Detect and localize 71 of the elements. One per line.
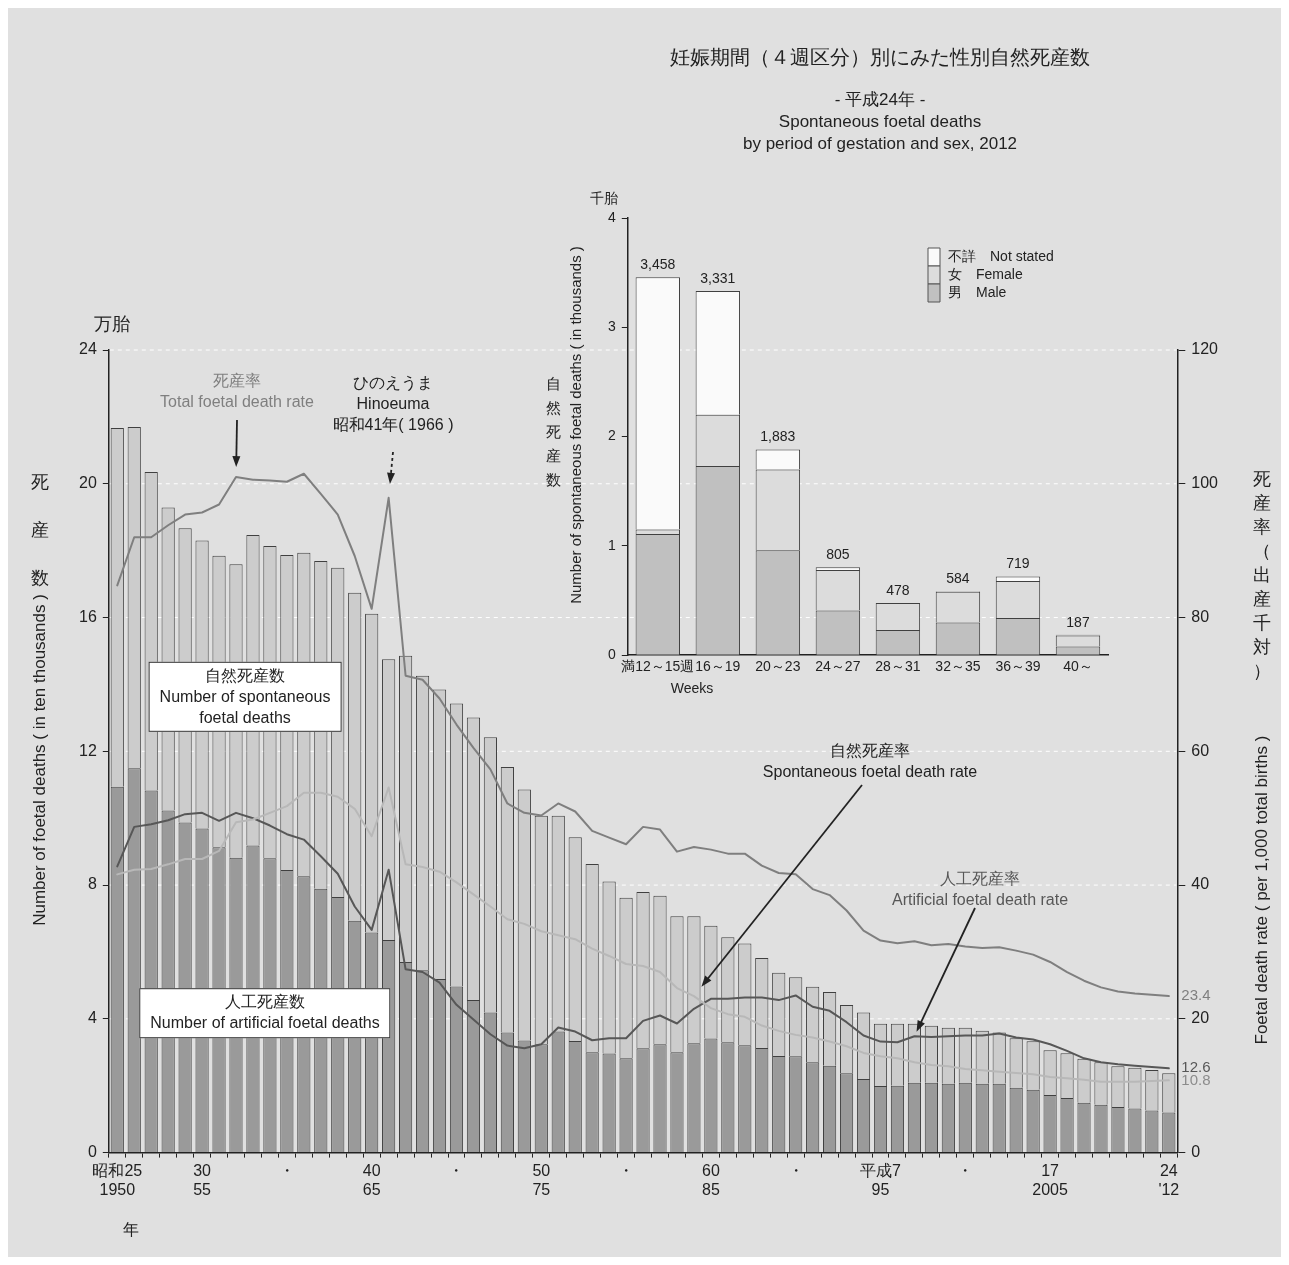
total-label: 3,458	[640, 256, 676, 273]
x-tick-label: 50 75	[532, 1161, 551, 1198]
total-label: 805	[826, 546, 850, 563]
x-tick-label: 平成7 95	[860, 1161, 902, 1198]
x-tick-label: ・	[618, 1161, 635, 1179]
y-tick-label: 16	[79, 607, 97, 625]
x-tick-label: 28～31	[875, 658, 921, 675]
data-label: 23.4	[1181, 986, 1211, 1004]
y2-axis-title: Foetal death rate ( per 1,000 total births )	[1250, 735, 1272, 1045]
text: 自然死産率 Spontaneous foetal death rate	[762, 741, 978, 782]
y2-tick-label: 60	[1191, 741, 1210, 759]
x-tick-label: 昭和25 1950	[92, 1161, 143, 1198]
legend-label: 男 Male	[948, 283, 1007, 300]
y-tick-label: 3	[607, 318, 616, 335]
text: 死産率（出産千対）	[1253, 469, 1271, 681]
y2-tick-label: 120	[1191, 340, 1219, 358]
x-tick-label: 60 85	[701, 1161, 720, 1198]
x-tick-label: 32～35	[935, 658, 981, 675]
x-tick-label: 20～23	[755, 658, 801, 675]
legend-label: 女 Female	[948, 265, 1023, 282]
x-tick-label: 24 '12	[1158, 1161, 1180, 1198]
y2-tick-label: 0	[1191, 1143, 1201, 1161]
series-label: 人工死産数 Number of artificial foetal deaths	[139, 988, 391, 1038]
x-tick-label: 30 55	[193, 1161, 212, 1198]
x-tick-label: 17 2005	[1032, 1161, 1068, 1198]
y-tick-label: 1	[607, 536, 616, 553]
y2-tick-label: 20	[1191, 1009, 1210, 1027]
data-label: 12.6	[1181, 1058, 1211, 1076]
text: 千胎	[590, 188, 618, 208]
y-tick-label: 4	[607, 208, 616, 225]
y-axis-title: Number of spontaneous foetal deaths ( in thousands )	[566, 246, 586, 604]
x-axis-title: Weeks	[670, 678, 714, 698]
y2-tick-label: 100	[1191, 474, 1219, 492]
y-tick-label: 0	[87, 1143, 97, 1161]
x-axis-title: 年	[123, 1219, 139, 1240]
text: 万胎	[94, 313, 130, 337]
text: 死産数	[31, 472, 49, 588]
y-tick-label: 4	[87, 1009, 97, 1027]
y-tick-label: 24	[79, 340, 97, 358]
y-tick-label: 20	[79, 474, 97, 492]
total-label: 584	[946, 570, 970, 587]
x-tick-label: 40 65	[362, 1161, 381, 1198]
x-tick-label: ・	[957, 1161, 974, 1179]
x-tick-label: ・	[278, 1161, 295, 1179]
y-tick-label: 8	[87, 875, 97, 893]
total-label: 187	[1066, 613, 1090, 630]
total-label: 1,883	[760, 428, 796, 445]
y2-tick-label: 40	[1191, 875, 1210, 893]
chart-subtitle: - 平成24年 - Spontaneous foetal deaths by period of gestation and sex, 2012	[742, 88, 1018, 156]
y2-tick-label: 80	[1191, 607, 1210, 625]
series-label: 自然死産数 Number of spontaneous foetal deaths	[148, 661, 342, 733]
y-tick-label: 2	[607, 427, 616, 444]
y-tick-label: 12	[79, 741, 97, 759]
x-tick-label: 満12～15週	[621, 658, 695, 675]
x-tick-label: 40～	[1063, 658, 1093, 675]
x-tick-label: ・	[787, 1161, 804, 1179]
text: 死産率 Total foetal death rate	[160, 371, 314, 412]
legend-label: 不詳 Not stated	[948, 247, 1054, 264]
x-tick-label: 16～19	[695, 658, 741, 675]
y-axis-title: Number of foetal deaths ( in ten thousands )	[28, 594, 50, 926]
annotation: ひのえうま Hinoeuma 昭和41年( 1966 )	[332, 372, 454, 435]
total-label: 3,331	[700, 269, 736, 286]
x-tick-label: 24～27	[815, 658, 861, 675]
x-tick-label: ・	[448, 1161, 465, 1179]
chart-title: 妊娠期間（４週区分）別にみた性別自然死産数	[670, 45, 1090, 70]
y-tick-label: 0	[607, 646, 616, 663]
total-label: 719	[1006, 555, 1030, 572]
total-label: 478	[886, 581, 910, 598]
annotation: 自然死産数	[545, 374, 561, 490]
x-tick-label: 36～39	[995, 658, 1041, 675]
text: 人工死産率 Artificial foetal death rate	[891, 869, 1069, 910]
